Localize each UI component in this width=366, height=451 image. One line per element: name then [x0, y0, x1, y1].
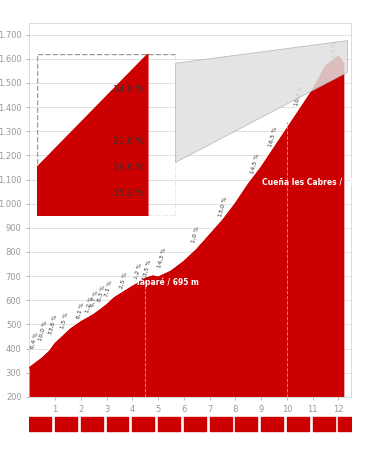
- Text: -5,2 %: -5,2 %: [133, 262, 142, 282]
- Text: 33,6 %: 33,6 %: [48, 314, 58, 336]
- Text: Maparé / 695 m: Maparé / 695 m: [132, 277, 199, 287]
- Polygon shape: [37, 54, 148, 216]
- Text: -3,0 %: -3,0 %: [332, 41, 337, 60]
- Text: 14,9 %: 14,9 %: [113, 85, 145, 94]
- Text: 8,3 %: 8,3 %: [97, 285, 106, 303]
- Text: 13,0 %: 13,0 %: [218, 196, 228, 217]
- Text: 14,3 %: 14,3 %: [157, 247, 167, 268]
- Text: 23,5 %: 23,5 %: [113, 111, 147, 120]
- Text: 10,0 %: 10,0 %: [38, 320, 48, 342]
- Text: 6,4 %: 6,4 %: [30, 332, 39, 350]
- Polygon shape: [176, 41, 348, 162]
- Text: 13,5 %: 13,5 %: [142, 259, 152, 280]
- Text: 1,0 %: 1,0 %: [191, 226, 200, 243]
- Text: Cueña les Cabres / 695 m: Cueña les Cabres / 695 m: [262, 177, 366, 186]
- Text: 15,2 %: 15,2 %: [113, 189, 145, 198]
- Text: 1,2 %: 1,2 %: [85, 295, 94, 313]
- Text: 21,6 %: 21,6 %: [113, 137, 145, 146]
- Text: 16,5 %: 16,5 %: [268, 126, 278, 147]
- Polygon shape: [29, 56, 344, 397]
- Text: 7,1 %: 7,1 %: [104, 279, 113, 297]
- Text: 1,5 %: 1,5 %: [60, 311, 69, 329]
- Text: 2,5 %: 2,5 %: [119, 272, 128, 289]
- Text: 6,7 %: 6,7 %: [90, 290, 99, 307]
- Text: 14,5 %: 14,5 %: [250, 152, 260, 174]
- Text: 19,6 %: 19,6 %: [113, 163, 145, 172]
- Text: 6,1 %: 6,1 %: [76, 302, 86, 319]
- Text: 10,8 %: 10,8 %: [294, 85, 304, 106]
